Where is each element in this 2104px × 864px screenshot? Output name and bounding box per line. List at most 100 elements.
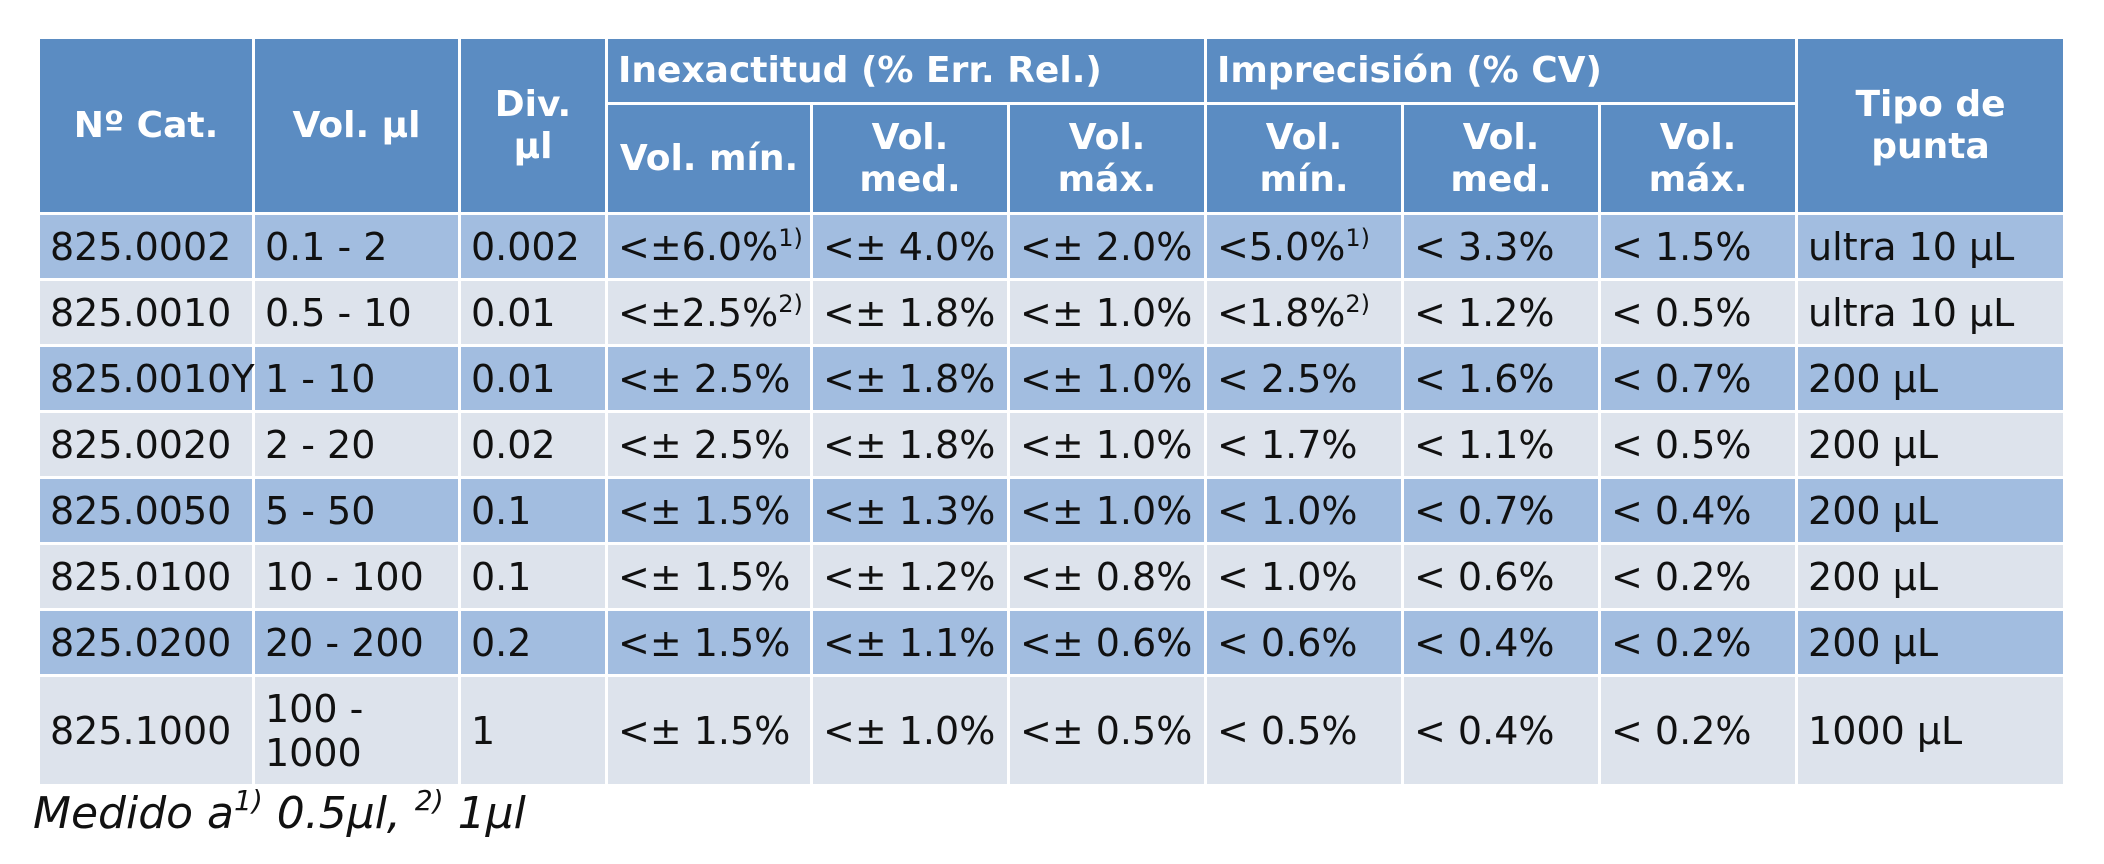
header-group-inexactitud: Inexactitud (% Err. Rel.): [604, 36, 1208, 105]
cell-imp-max: < 0.4%: [1598, 476, 1799, 545]
cell-imp-max: < 0.2%: [1598, 608, 1799, 677]
cell-imp-max: < 0.2%: [1598, 674, 1799, 787]
cell-inex-med: <± 1.8%: [810, 344, 1010, 413]
cell-inex-min: <± 1.5%: [605, 476, 813, 545]
cell-inex-min: <±6.0%1): [605, 212, 813, 281]
cell-inex-max: <± 1.0%: [1006, 410, 1208, 479]
header-group-row: Nº Cat. Vol. µl Div. µl Inexactitud (% E…: [37, 36, 2067, 215]
cell-inex-med: <± 1.3%: [810, 476, 1010, 545]
cell-inex-min: <± 2.5%: [605, 344, 813, 413]
cell-cat: 825.0200: [37, 608, 255, 677]
header-imp-min: Vol. mín.: [1204, 102, 1405, 215]
cell-div: 0.1: [458, 476, 608, 545]
table-row: 825.0020 2 - 20 0.02 <± 2.5% <± 1.8% <± …: [37, 410, 2067, 479]
cell-imp-max: < 0.2%: [1598, 542, 1799, 611]
cell-value: <±6.0%: [618, 224, 779, 269]
cell-cat: 825.0010Y: [37, 344, 255, 413]
cell-imp-min: <1.8%2): [1204, 278, 1405, 347]
footnote-marker: 1): [778, 223, 803, 252]
cell-imp-min: < 0.6%: [1204, 608, 1405, 677]
cell-cat: 825.0002: [37, 212, 255, 281]
cell-imp-max: < 0.5%: [1598, 410, 1799, 479]
table-row: 825.0002 0.1 - 2 0.002 <±6.0%1) <± 4.0% …: [37, 212, 2067, 281]
spec-table-container: Nº Cat. Vol. µl Div. µl Inexactitud (% E…: [37, 36, 2067, 787]
cell-imp-med: < 0.7%: [1401, 476, 1602, 545]
header-imp-med: Vol. med.: [1401, 102, 1602, 215]
cell-inex-max: <± 0.5%: [1006, 674, 1208, 787]
table-row: 825.0010Y 1 - 10 0.01 <± 2.5% <± 1.8% <±…: [37, 344, 2067, 413]
pipette-spec-table: Nº Cat. Vol. µl Div. µl Inexactitud (% E…: [37, 36, 2067, 787]
cell-inex-max: <± 1.0%: [1006, 476, 1208, 545]
cell-inex-min: <± 2.5%: [605, 410, 813, 479]
footnote-marker: 1): [1345, 223, 1371, 252]
cell-inex-med: <± 1.0%: [810, 674, 1010, 787]
cell-imp-med: < 3.3%: [1401, 212, 1602, 281]
cell-value: <5.0%: [1217, 224, 1346, 269]
table-header: Nº Cat. Vol. µl Div. µl Inexactitud (% E…: [37, 36, 2067, 215]
cell-inex-min: <± 1.5%: [605, 674, 813, 787]
cell-vol: 0.1 - 2: [252, 212, 461, 281]
cell-imp-max: < 0.5%: [1598, 278, 1799, 347]
cell-imp-min: < 0.5%: [1204, 674, 1405, 787]
cell-inex-med: <± 1.2%: [810, 542, 1010, 611]
header-group-imprecision: Imprecisión (% CV): [1204, 36, 1799, 105]
cell-imp-min: < 1.0%: [1204, 476, 1405, 545]
header-cat: Nº Cat.: [37, 36, 255, 215]
footnote-value-1: 0.5µl,: [262, 788, 415, 839]
cell-div: 0.002: [458, 212, 608, 281]
cell-vol: 1 - 10: [252, 344, 461, 413]
footnote-marker: 2): [1345, 289, 1371, 318]
cell-imp-med: < 1.1%: [1401, 410, 1602, 479]
cell-inex-min: <± 1.5%: [605, 608, 813, 677]
footnote-prefix: Medido a: [33, 788, 234, 839]
cell-imp-max: < 0.7%: [1598, 344, 1799, 413]
cell-inex-med: <± 1.1%: [810, 608, 1010, 677]
cell-imp-min: < 1.0%: [1204, 542, 1405, 611]
cell-div: 0.1: [458, 542, 608, 611]
cell-tip: 200 µL: [1795, 344, 2067, 413]
table-row: 825.0100 10 - 100 0.1 <± 1.5% <± 1.2% <±…: [37, 542, 2067, 611]
cell-tip: ultra 10 µL: [1795, 212, 2067, 281]
cell-inex-med: <± 1.8%: [810, 410, 1010, 479]
footnote: Medido a1) 0.5µl, 2) 1µl: [33, 787, 526, 840]
header-inex-min: Vol. mín.: [605, 102, 813, 215]
footnote-marker: 2): [778, 289, 803, 318]
cell-cat: 825.0020: [37, 410, 255, 479]
cell-cat: 825.1000: [37, 674, 255, 787]
cell-tip: ultra 10 µL: [1795, 278, 2067, 347]
header-tip: Tipo de punta: [1795, 36, 2067, 215]
cell-div: 1: [458, 674, 608, 787]
cell-imp-med: < 0.6%: [1401, 542, 1602, 611]
header-sub-row: Vol. mín. Vol. med. Vol. máx. Vol. mín. …: [39, 102, 2065, 215]
cell-tip: 200 µL: [1795, 542, 2067, 611]
cell-vol: 5 - 50: [252, 476, 461, 545]
cell-tip: 200 µL: [1795, 608, 2067, 677]
header-vol: Vol. µl: [252, 36, 461, 215]
cell-imp-max: < 1.5%: [1598, 212, 1799, 281]
table-row: 825.0200 20 - 200 0.2 <± 1.5% <± 1.1% <±…: [37, 608, 2067, 677]
cell-imp-med: < 0.4%: [1401, 608, 1602, 677]
cell-div: 0.01: [458, 278, 608, 347]
cell-inex-min: <±2.5%2): [605, 278, 813, 347]
cell-imp-min: < 1.7%: [1204, 410, 1405, 479]
table-row: 825.0050 5 - 50 0.1 <± 1.5% <± 1.3% <± 1…: [37, 476, 2067, 545]
table-body: 825.0002 0.1 - 2 0.002 <±6.0%1) <± 4.0% …: [37, 212, 2067, 787]
cell-cat: 825.0050: [37, 476, 255, 545]
header-div: Div. µl: [458, 36, 608, 215]
header-imp-max: Vol. máx.: [1598, 102, 1799, 215]
cell-div: 0.01: [458, 344, 608, 413]
cell-imp-med: < 1.6%: [1401, 344, 1602, 413]
footnote-marker-1: 1): [234, 784, 263, 817]
header-inex-med: Vol. med.: [810, 102, 1010, 215]
cell-imp-min: <5.0%1): [1204, 212, 1405, 281]
cell-vol: 100 - 1000: [252, 674, 461, 787]
cell-tip: 1000 µL: [1795, 674, 2067, 787]
cell-inex-med: <± 4.0%: [810, 212, 1010, 281]
cell-value: <1.8%: [1217, 290, 1346, 335]
cell-vol: 20 - 200: [252, 608, 461, 677]
footnote-marker-2: 2): [414, 784, 444, 817]
header-inex-max: Vol. máx.: [1006, 102, 1208, 215]
cell-inex-max: <± 1.0%: [1006, 344, 1208, 413]
cell-value: <±2.5%: [618, 290, 779, 335]
table-row: 825.0010 0.5 - 10 0.01 <±2.5%2) <± 1.8% …: [37, 278, 2067, 347]
